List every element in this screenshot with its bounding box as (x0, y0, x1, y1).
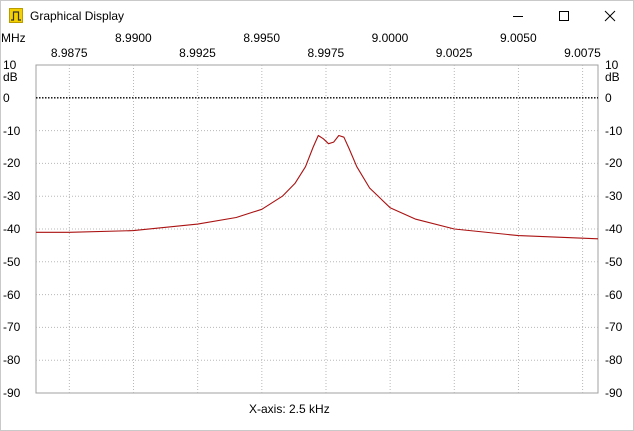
rf-pulse-icon (9, 8, 23, 23)
close-button[interactable] (587, 1, 633, 31)
x-axis-note: X-axis: 2.5 kHz (249, 402, 330, 416)
x-tick-label: 8.9975 (307, 46, 345, 60)
y-tick-label-right: -40 (605, 222, 623, 236)
y-tick-label-right: 0 (605, 90, 612, 105)
x-tick-label: 9.0050 (499, 31, 537, 45)
y-tick-label-right: 10 (605, 58, 619, 72)
y-tick-label-left: 10 (3, 58, 17, 72)
y-tick-label-left: -40 (3, 222, 21, 236)
y-tick-label-left: -80 (3, 353, 21, 368)
y-tick-label-left: -70 (3, 320, 21, 335)
y-tick-label-right: -70 (605, 320, 623, 335)
series-line (36, 134, 599, 240)
y-tick-label-right: -50 (605, 254, 623, 269)
close-icon (604, 10, 616, 22)
x-tick-label: 8.9925 (179, 46, 216, 60)
y-tick-label-left: -90 (3, 386, 21, 400)
maximize-icon (559, 11, 569, 21)
y-unit-label-left: dB (3, 70, 18, 84)
y-tick-label-left: 0 (3, 90, 10, 105)
x-tick-label: 8.9875 (50, 46, 88, 60)
title-bar[interactable]: Graphical Display (1, 1, 633, 31)
y-unit-label-right: dB (605, 70, 620, 84)
x-unit-label: MHz (1, 31, 26, 45)
y-tick-label-left: -50 (3, 254, 21, 269)
y-tick-label-right: -20 (605, 156, 623, 171)
y-tick-label-left: -20 (3, 156, 21, 171)
x-tick-label: 8.9950 (243, 31, 281, 45)
y-tick-label-left: -10 (3, 123, 21, 138)
x-tick-label: 8.9900 (115, 31, 152, 45)
y-tick-label-left: -30 (3, 189, 21, 204)
window-title: Graphical Display (30, 9, 125, 23)
x-tick-label: 9.0025 (435, 46, 473, 60)
x-tick-label: 9.0075 (564, 46, 601, 60)
x-tick-label: 9.0000 (371, 31, 409, 45)
y-tick-label-right: -30 (605, 189, 623, 204)
y-tick-label-right: -90 (605, 386, 623, 400)
minimize-button[interactable] (495, 1, 541, 31)
y-tick-label-right: -10 (605, 123, 623, 138)
y-tick-label-right: -60 (605, 287, 623, 302)
y-tick-label-left: -60 (3, 287, 21, 302)
minimize-icon (513, 16, 523, 17)
y-tick-label-right: -80 (605, 353, 623, 368)
maximize-button[interactable] (541, 1, 587, 31)
